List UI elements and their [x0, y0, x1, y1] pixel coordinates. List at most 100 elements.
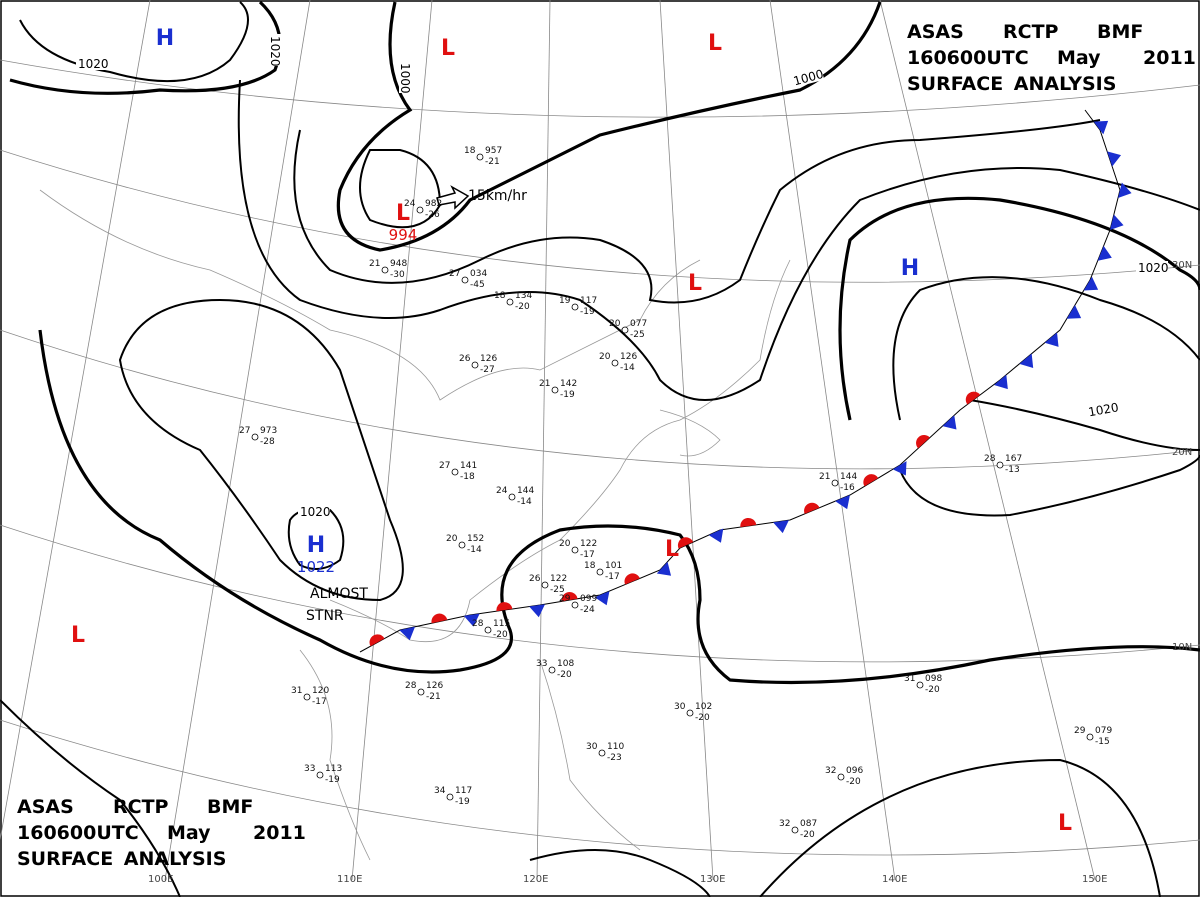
warm-semicircle [677, 537, 694, 549]
center-symbol: L [1058, 811, 1072, 836]
station-marker [598, 749, 606, 757]
parallel [0, 329, 1200, 470]
front-label: ALMOST [310, 586, 368, 602]
cold-triangle [1083, 276, 1099, 291]
isobar-label: 1000 [398, 63, 412, 94]
station-pressure: 113 [325, 764, 342, 774]
meridian [659, 0, 714, 881]
longitude-label: 150E [1082, 874, 1107, 885]
meridian [351, 0, 433, 881]
station-pressure: 126 [426, 681, 443, 691]
meridian [164, 0, 311, 881]
longitude-label: 140E [882, 874, 907, 885]
station-marker [506, 298, 514, 306]
header-text: 160600UTC [17, 822, 139, 844]
header-text: SURFACE ANALYSIS [907, 73, 1116, 95]
center-symbol: H [156, 26, 174, 51]
parallel [0, 524, 1200, 663]
label-bg [399, 61, 412, 93]
cold-triangle [594, 591, 610, 606]
station-temp: 34 [434, 786, 446, 796]
warm-semicircle [916, 434, 930, 449]
station-pressure: 948 [390, 259, 407, 269]
station-temp: 18 [494, 291, 506, 301]
station-dew: -15 [1095, 737, 1110, 747]
station-marker [621, 326, 629, 334]
station-pressure: 126 [480, 354, 497, 364]
cold-triangle [463, 613, 480, 627]
header-text: May [1057, 47, 1101, 69]
station-pressure: 099 [580, 594, 597, 604]
station-marker [484, 626, 492, 634]
station-marker [303, 693, 311, 701]
station-pressure: 152 [467, 534, 484, 544]
station-temp: 18 [584, 561, 596, 571]
cold-triangle [1117, 182, 1132, 199]
header-text: RCTP [1003, 21, 1059, 43]
station-pressure: 108 [557, 659, 574, 669]
label-bg [789, 67, 825, 88]
warm-semicircle [431, 613, 448, 624]
isobar-label: 1020 [78, 57, 109, 71]
motion-label: 15km/hr [468, 188, 527, 204]
warm-semicircle [496, 602, 513, 612]
station-pressure: 079 [1095, 726, 1112, 736]
station-marker [316, 771, 324, 779]
labels: ASAS RCTP BMF 160600UTC May 2011 SURFACE ANALY… [17, 21, 1196, 885]
longitude-label: 100E [148, 874, 173, 885]
center-symbol: L [708, 31, 722, 56]
cold-triangle [708, 528, 724, 543]
cold-triangle [529, 604, 545, 618]
station-temp: 27 [449, 269, 460, 279]
station-dew: -19 [560, 390, 575, 400]
station-marker [571, 303, 579, 311]
cold-triangle [1107, 151, 1122, 167]
station-marker [837, 773, 845, 781]
station-marker [471, 361, 479, 369]
station-temp: 21 [539, 379, 550, 389]
cold-triangle [1066, 305, 1082, 319]
cold-triangle [1093, 120, 1109, 135]
station-dew: -18 [460, 472, 475, 482]
station-pressure: 167 [1005, 454, 1022, 464]
station-temp: 26 [459, 354, 471, 364]
label-bg [269, 34, 282, 66]
isobar-label: 1020 [268, 36, 282, 67]
station-temp: 21 [369, 259, 380, 269]
station-temp: 31 [904, 674, 915, 684]
station-temp: 31 [291, 686, 302, 696]
station-dew: -16 [840, 483, 855, 493]
header-text: 160600UTC [907, 47, 1029, 69]
stationary-front [359, 109, 1132, 653]
header-text: RCTP [113, 796, 169, 818]
station-dew: -25 [550, 585, 565, 595]
station-dew: -21 [426, 692, 441, 702]
station-marker [611, 359, 619, 367]
station-dew: -14 [467, 545, 482, 555]
station-temp: 20 [599, 352, 611, 362]
motion-arrow [436, 185, 470, 210]
station-pressure: 115 [493, 619, 510, 629]
station-dew: -17 [580, 550, 595, 560]
longitude-label: 120E [523, 874, 548, 885]
station-pressure: 122 [580, 539, 597, 549]
center-symbol: H [307, 533, 325, 558]
parallel [0, 719, 1200, 856]
station-pressure: 120 [312, 686, 329, 696]
station-dew: -20 [557, 670, 572, 680]
station-marker [416, 206, 424, 214]
station-temp: 20 [559, 539, 571, 549]
station-temp: 29 [559, 594, 571, 604]
station-marker [996, 461, 1004, 469]
station-dew: -19 [325, 775, 340, 785]
station-pressure: 957 [485, 146, 502, 156]
header-text: SURFACE ANALYSIS [17, 848, 226, 870]
station-marker [508, 493, 516, 501]
station-dew: -30 [390, 270, 405, 280]
station-pressure: 144 [840, 472, 857, 482]
label-bg [76, 57, 108, 70]
station-marker [541, 581, 549, 589]
